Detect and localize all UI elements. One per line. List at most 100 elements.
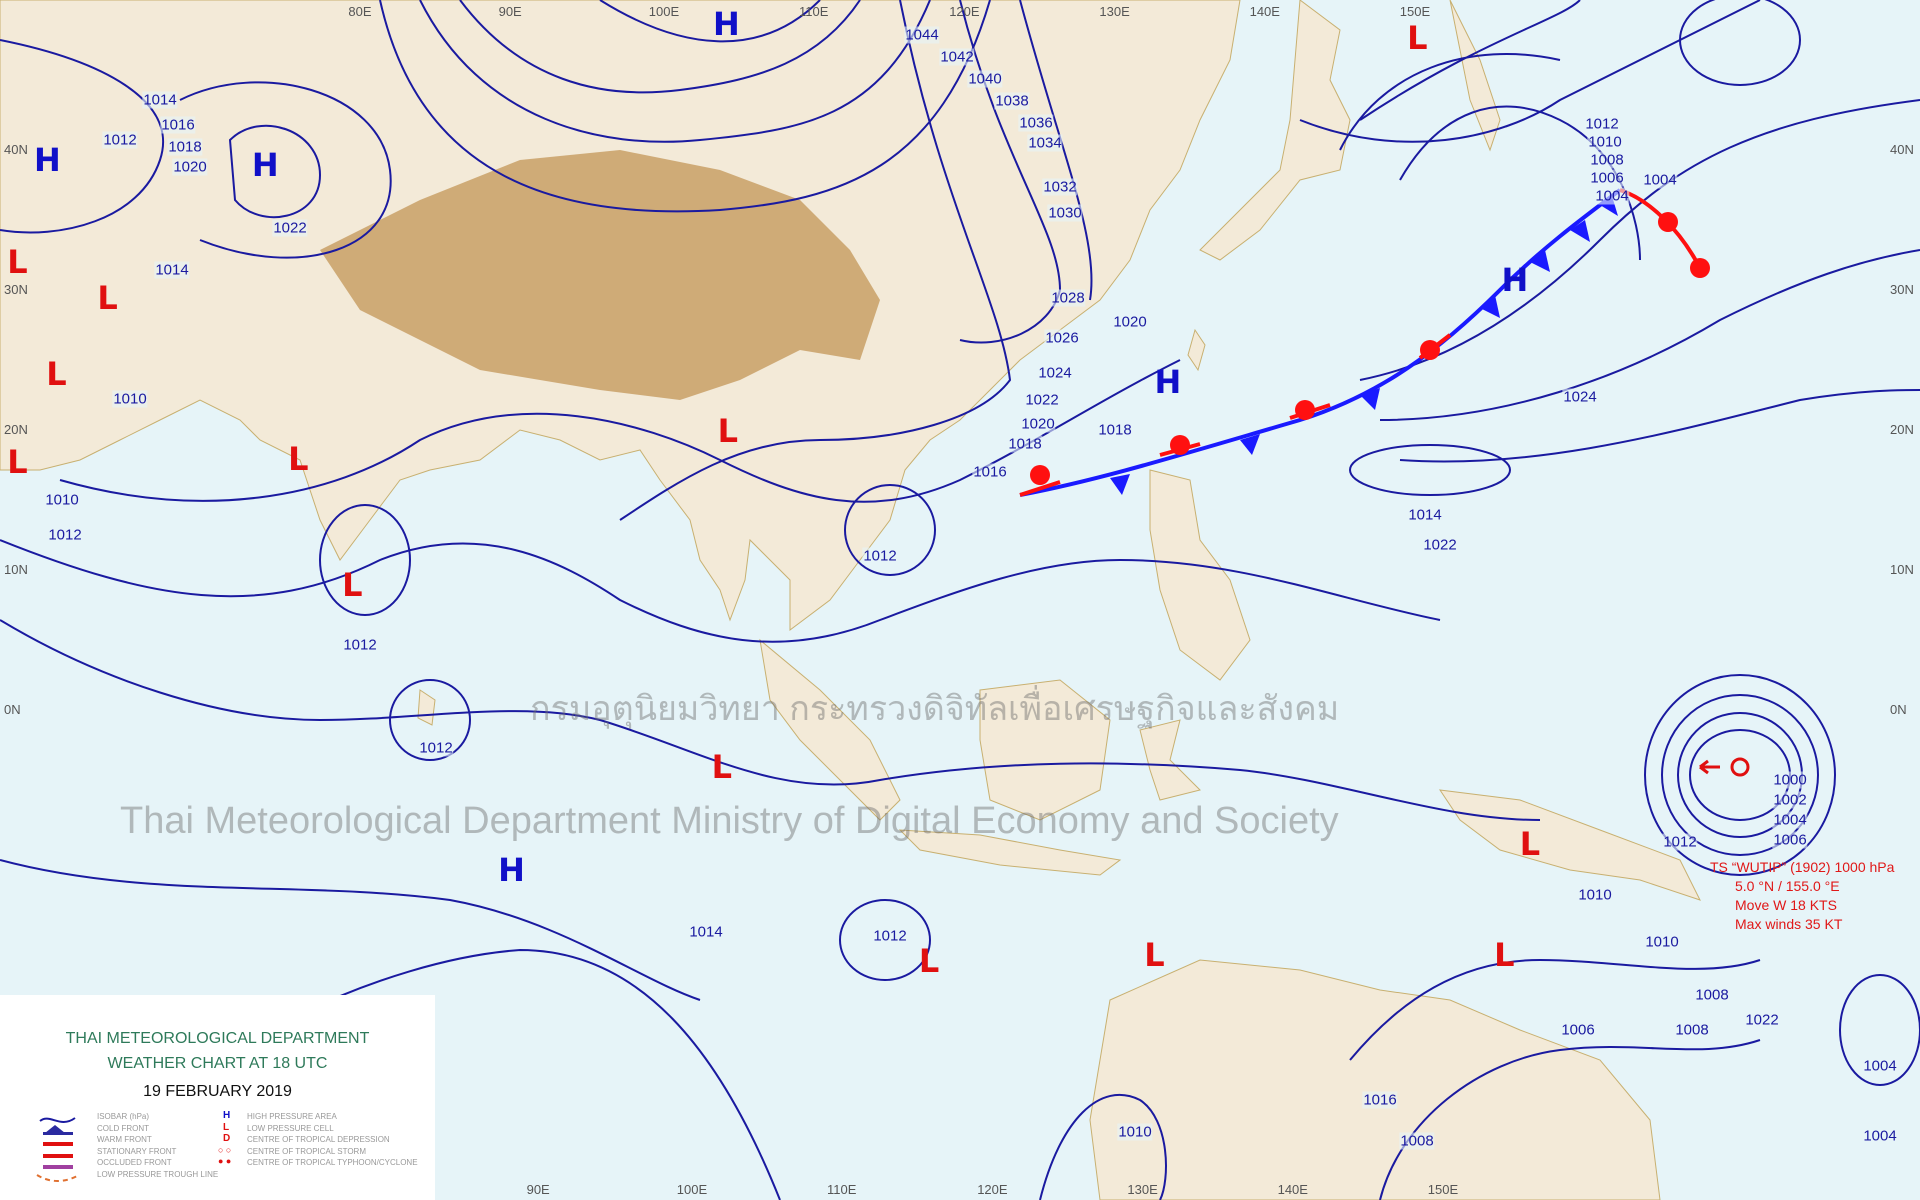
legend-symbol-L: L	[223, 1121, 230, 1133]
isobar-label: 1004	[1642, 171, 1678, 189]
occluded-warm-front	[1619, 188, 1702, 269]
isobar-label: 1012	[102, 131, 138, 149]
longitude-label: 130E	[1099, 4, 1130, 19]
low-pressure-center: L	[342, 566, 363, 605]
isobar-label: 1008	[1399, 1132, 1435, 1150]
longitude-label: 100E	[648, 4, 680, 19]
low-pressure-center: L	[7, 443, 28, 482]
latitude-label: 40N	[4, 142, 28, 157]
legend-title: THAI METEOROLOGICAL DEPARTMENT	[65, 1030, 370, 1047]
land-sri-lanka	[417, 689, 436, 726]
warm-front-symbols	[1030, 212, 1710, 485]
isobar-label: 1000	[1772, 771, 1808, 789]
legend-item: OCCLUDED FRONT	[97, 1158, 172, 1167]
isobar-label: 1006	[1560, 1021, 1596, 1039]
legend-item: ISOBAR (hPa)	[97, 1112, 150, 1121]
isobar-label: 1036	[1018, 114, 1054, 132]
high-pressure-center: H	[712, 5, 740, 43]
land-borneo	[979, 679, 1111, 821]
longitude-label: 130E	[1127, 1182, 1158, 1197]
legend-item: LOW PRESSURE CELL	[247, 1123, 334, 1133]
isobar-label: 1010	[1577, 886, 1613, 904]
isobar-label: 1012	[418, 739, 454, 757]
legend-symbol-H: H	[223, 1110, 231, 1121]
occluded-front-symbol	[43, 1165, 73, 1169]
land-sakhalin-kuril	[1449, 0, 1501, 152]
land-taiwan	[1187, 328, 1206, 372]
legend-panel: THAI METEOROLOGICAL DEPARTMENT WEATHER C…	[0, 995, 435, 1200]
land-sumatra	[759, 638, 901, 821]
isobar-label: 1008	[1589, 151, 1625, 169]
isobar-label: 1012	[1584, 115, 1620, 133]
longitude-label: 110E	[827, 1182, 857, 1197]
longitude-label: 140E	[1249, 4, 1280, 19]
latitude-label: 40N	[1890, 142, 1914, 157]
watermark-english: Thai Meteorological Department Ministry …	[120, 800, 1339, 842]
chart-date: 19 FEBRUARY 2019	[143, 1083, 292, 1100]
longitude-label: 80E	[348, 4, 372, 19]
isobar-label: 1012	[862, 547, 898, 565]
isobar-label: 1018	[167, 138, 203, 156]
isobar-label: 1016	[1362, 1091, 1398, 1109]
isobar-label: 1010	[1644, 933, 1680, 951]
isobar-label: 1044	[904, 26, 940, 44]
isobar-label: 1004	[1772, 811, 1808, 829]
isobar-label: 1012	[1662, 833, 1698, 851]
stationary-front-symbol	[43, 1154, 73, 1158]
tibetan-plateau	[320, 150, 880, 400]
isobar-label: 1012	[872, 927, 908, 945]
longitude-label: 120E	[949, 4, 980, 19]
high-pressure-center: H	[34, 140, 61, 179]
isobar-label: 1038	[994, 92, 1030, 110]
legend-item: STATIONARY FRONT	[97, 1146, 177, 1156]
legend-symbol-D: D	[223, 1133, 231, 1144]
high-pressure-center: H	[251, 146, 279, 185]
warm-front-segments	[1019, 333, 1452, 497]
low-pressure-center: L	[1519, 825, 1541, 864]
typhoon-symbol: ● ●	[218, 1156, 232, 1166]
longitude-label: 110E	[799, 4, 829, 19]
legend-subtitle: WEATHER CHART AT 18 UTC	[107, 1055, 328, 1072]
latitude-label: 10N	[4, 562, 28, 577]
latitude-label: 0N	[4, 702, 21, 717]
isobar-label: 1014	[142, 91, 178, 109]
legend-item: CENTRE OF TROPICAL STORM	[247, 1146, 366, 1156]
watermark-thai: กรมอุตุนิยมวิทยา กระทรวงดิจิทัลเพื่อเศรษ…	[530, 690, 1340, 728]
isobar-label: 1024	[1037, 364, 1073, 382]
isobar-label: 1010	[44, 491, 80, 509]
isobar-label: 1018	[1097, 421, 1133, 439]
isobar-label: 1010	[112, 390, 148, 408]
legend-line-symbols	[36, 1117, 80, 1182]
isobar-label: 1010	[1117, 1123, 1153, 1141]
latitude-label: 20N	[1890, 422, 1914, 437]
latitude-label: 30N	[1890, 282, 1914, 297]
isobar-label: 1004	[1862, 1057, 1898, 1075]
high-pressure-center: H	[1501, 261, 1529, 300]
land-australia	[1089, 959, 1661, 1200]
isobar-label: 1026	[1044, 329, 1080, 347]
high-pressure-center: H	[498, 850, 525, 889]
isobar-label: 1030	[1047, 204, 1083, 222]
isobar-label: 1020	[1020, 415, 1056, 433]
cold-front-symbol	[45, 1125, 65, 1133]
isobar-label: 1022	[1422, 536, 1458, 554]
isobar-label: 1042	[939, 48, 975, 66]
legend-item: CENTRE OF TROPICAL TYPHOON/CYCLONE	[247, 1158, 418, 1167]
isobar-label: 1012	[342, 636, 378, 654]
legend-item: COLD FRONT	[97, 1123, 149, 1133]
low-pressure-center: L	[97, 279, 118, 318]
cold-front	[1019, 188, 1622, 497]
storm-max-winds: Max winds 35 KT	[1735, 916, 1843, 932]
legend-item: HIGH PRESSURE AREA	[247, 1112, 337, 1121]
isobar-label: 1022	[1744, 1011, 1780, 1029]
low-pressure-center: L	[1407, 19, 1428, 57]
latitude-label: 30N	[4, 282, 28, 297]
land-philippines	[1149, 469, 1251, 681]
longitude-label: 90E	[526, 1182, 550, 1197]
isobar-label: 1022	[272, 219, 308, 237]
trough-line-symbol	[36, 1174, 80, 1182]
longitude-label: 120E	[977, 1182, 1008, 1197]
low-pressure-center: L	[7, 243, 28, 281]
low-pressure-center: L	[1494, 936, 1515, 974]
tropical-storm-symbol: ○ ○	[218, 1144, 232, 1155]
